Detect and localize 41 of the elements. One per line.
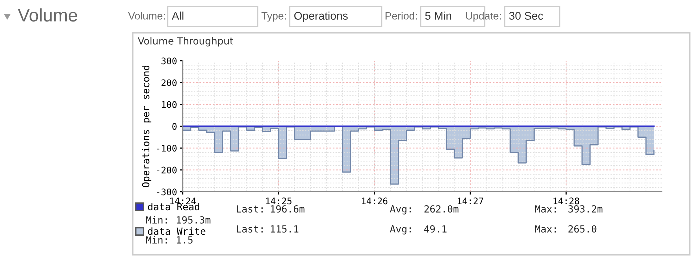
text: Max: <box>535 226 556 233</box>
text: Avg: <box>390 206 412 215</box>
text: Volume: <box>128 12 166 20</box>
text: 30 Sec <box>509 12 544 20</box>
text: 115.1 <box>271 226 299 233</box>
x-tick-label: 14:24 <box>170 198 196 204</box>
text: All <box>172 12 184 20</box>
text: Volume <box>18 8 78 22</box>
text: Type: <box>262 12 286 22</box>
text: 393.2m <box>568 205 603 213</box>
text: 195.3m <box>177 216 211 224</box>
text: 1.5 <box>177 236 193 244</box>
text: Last: <box>237 226 263 233</box>
x-tick-label: 14:27 <box>458 198 484 204</box>
x-tick-label: 14:28 <box>554 198 580 205</box>
text: 5 Min <box>425 12 452 20</box>
text: Period: <box>386 12 418 20</box>
text: 265.0 <box>568 225 597 233</box>
chart-title: Volume Throughput <box>138 37 234 47</box>
text: Operations <box>294 12 348 22</box>
y-tick-label: 0 <box>172 123 177 130</box>
text: 262.0m <box>424 205 459 213</box>
text: Min: <box>146 236 168 244</box>
legend-label: data Read <box>148 203 200 211</box>
text: Min: <box>146 216 168 224</box>
text: Max: <box>535 206 556 213</box>
y-tick-label: 100 <box>162 101 177 108</box>
x-tick-label: 14:25 <box>266 198 292 205</box>
y-tick-label: 200 <box>162 80 177 86</box>
text: 49.1 <box>424 225 447 233</box>
text: Update: <box>466 12 502 22</box>
text: 196.6m <box>271 205 305 213</box>
y-axis-title: Operations per second <box>142 66 152 188</box>
x-tick-label: 14:26 <box>362 198 388 205</box>
y-tick-label: -100 <box>157 145 177 152</box>
y-tick-label: -200 <box>157 166 177 174</box>
text: Last: <box>237 206 263 213</box>
text: Avg: <box>390 226 412 235</box>
y-tick-label: 300 <box>162 58 177 65</box>
y-tick-label: -300 <box>157 188 177 196</box>
legend-label: data Write <box>148 228 206 236</box>
